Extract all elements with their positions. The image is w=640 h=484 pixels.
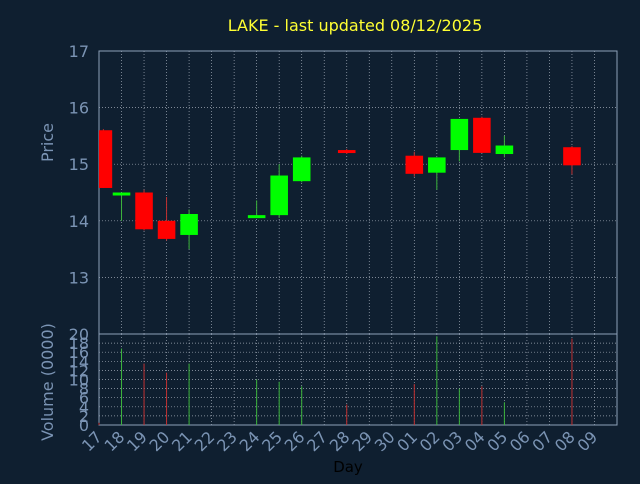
volume-tick-label: 14 (69, 352, 89, 371)
volume-frame (98, 333, 618, 426)
candle-body (337, 150, 356, 154)
candle-body (247, 215, 266, 219)
candle-body (450, 118, 469, 151)
price-tick-label: 15 (69, 155, 89, 174)
candle-body (180, 214, 198, 235)
chart-title: LAKE - last updated 08/12/2025 (228, 16, 483, 35)
candle-body (112, 192, 131, 196)
price-tick-label: 13 (69, 268, 89, 287)
price-tick-label: 14 (69, 212, 89, 231)
volume-tick-label: 18 (69, 334, 89, 353)
candle-body (99, 130, 113, 188)
volume-panel: 0246810121416182017181920212223242526272… (38, 323, 618, 476)
price-axis-label: Price (38, 123, 57, 162)
volume-tick-label: 20 (69, 325, 89, 344)
volume-tick-label: 0 (79, 416, 89, 435)
volume-tick-label: 2 (79, 407, 89, 426)
volume-tick-label: 8 (79, 380, 89, 399)
volume-tick-label: 4 (79, 398, 89, 417)
volume-tick-label: 10 (69, 371, 89, 390)
candle-body (563, 147, 581, 166)
candle-body (473, 117, 491, 153)
price-frame (98, 50, 618, 335)
price-panel: 13 14 15 16 17 Price (38, 42, 618, 335)
volume-tick-label: 12 (69, 361, 89, 380)
x-tick-label: 09 (573, 427, 601, 455)
candle-body (495, 145, 514, 155)
candle-body (135, 192, 153, 230)
candle-body (428, 157, 446, 173)
price-tick-label: 16 (69, 99, 89, 118)
candle-body (270, 175, 288, 216)
x-axis-label: Day (333, 458, 363, 476)
price-tick-label: 17 (69, 42, 89, 61)
volume-axis-label: Volume (0000) (38, 323, 57, 441)
candle-body (405, 155, 424, 174)
volume-tick-label: 6 (79, 389, 89, 408)
volume-tick-label: 16 (69, 343, 89, 362)
candle-body (292, 157, 311, 182)
candle-body (157, 220, 176, 239)
